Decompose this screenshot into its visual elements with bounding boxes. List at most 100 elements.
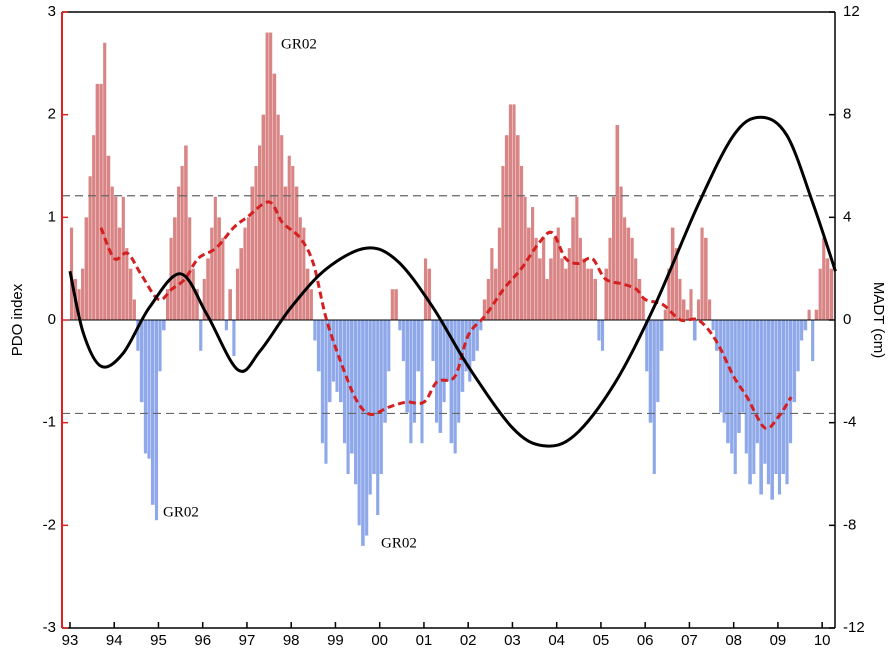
bar <box>589 268 594 320</box>
bar <box>523 196 527 320</box>
bar <box>726 320 730 444</box>
bar <box>210 227 214 320</box>
bar <box>136 320 140 351</box>
bar <box>519 166 524 320</box>
bar <box>365 320 369 536</box>
bar <box>453 320 457 454</box>
bar <box>593 278 597 320</box>
y2-tick-label: 4 <box>843 208 851 225</box>
x-tick-label: 95 <box>150 632 167 649</box>
bar <box>239 248 244 320</box>
bar <box>346 320 350 474</box>
bar <box>99 83 103 320</box>
bar <box>280 135 284 320</box>
bar <box>390 289 394 320</box>
bar <box>733 320 737 474</box>
bar <box>217 217 221 320</box>
bar <box>372 320 376 474</box>
bar <box>755 320 759 444</box>
bar <box>165 289 170 320</box>
bar <box>147 320 151 459</box>
bar <box>294 186 299 320</box>
bar <box>497 227 501 320</box>
bar <box>446 320 450 382</box>
bar <box>188 217 192 320</box>
bar <box>611 196 616 320</box>
x-tick-label: 10 <box>814 632 831 649</box>
bar <box>309 289 313 320</box>
bar <box>527 227 531 320</box>
bar <box>708 299 712 320</box>
x-tick-label: 05 <box>593 632 610 649</box>
bar <box>737 320 741 433</box>
bar <box>493 268 498 320</box>
bar <box>722 320 726 423</box>
bar <box>626 227 631 320</box>
bar <box>246 217 251 320</box>
bar <box>103 42 107 321</box>
y2-tick-label: 8 <box>843 106 851 123</box>
bar <box>291 166 295 320</box>
bar <box>829 268 834 320</box>
bar <box>508 104 513 321</box>
bar <box>305 268 310 320</box>
bar <box>623 217 627 320</box>
bar <box>545 278 549 320</box>
line <box>68 115 837 448</box>
bar <box>331 320 336 382</box>
bar <box>128 268 133 320</box>
bar <box>692 320 697 341</box>
bar <box>567 248 571 320</box>
bar <box>435 320 439 423</box>
bar <box>442 320 446 403</box>
bar <box>224 320 228 331</box>
bar <box>663 309 667 320</box>
annotation: GR02 <box>163 504 199 520</box>
bar <box>269 32 273 321</box>
bar <box>534 237 538 320</box>
bar <box>368 320 372 495</box>
y-tick-label: -3 <box>43 619 56 636</box>
bar <box>501 166 505 320</box>
bar <box>763 320 767 464</box>
bar <box>427 268 432 320</box>
bar <box>409 320 413 444</box>
x-tick-label: 02 <box>460 632 477 649</box>
annotation: GR02 <box>281 36 317 52</box>
y-tick-label: 0 <box>48 311 56 328</box>
bar <box>420 320 424 444</box>
bar <box>759 320 763 495</box>
bar <box>195 289 199 320</box>
y-tick-label: -1 <box>43 414 56 431</box>
bar <box>320 320 324 444</box>
bar <box>243 227 247 320</box>
bar <box>401 320 405 362</box>
bar <box>84 217 89 320</box>
bar <box>807 309 811 320</box>
bar <box>482 299 487 320</box>
bar <box>659 320 664 351</box>
bar <box>604 268 609 320</box>
x-tick-label: 03 <box>504 632 521 649</box>
bar <box>515 135 520 320</box>
y-tick-label: 3 <box>48 3 56 20</box>
bar <box>125 248 129 320</box>
bar <box>504 135 509 320</box>
bar <box>379 320 383 474</box>
bar <box>615 124 620 320</box>
y2-tick-label: 0 <box>843 311 851 328</box>
bar <box>549 258 553 320</box>
bar <box>800 320 804 341</box>
bar <box>298 217 302 320</box>
bar <box>158 320 162 372</box>
bar <box>254 166 258 320</box>
bar <box>95 83 100 320</box>
bar <box>261 114 266 321</box>
bar <box>818 268 822 320</box>
line <box>99 200 793 431</box>
bar <box>302 227 306 320</box>
bar <box>173 217 177 320</box>
y2-axis-title: MADT (cm) <box>870 282 887 358</box>
bar <box>825 258 830 320</box>
bar <box>81 268 85 320</box>
